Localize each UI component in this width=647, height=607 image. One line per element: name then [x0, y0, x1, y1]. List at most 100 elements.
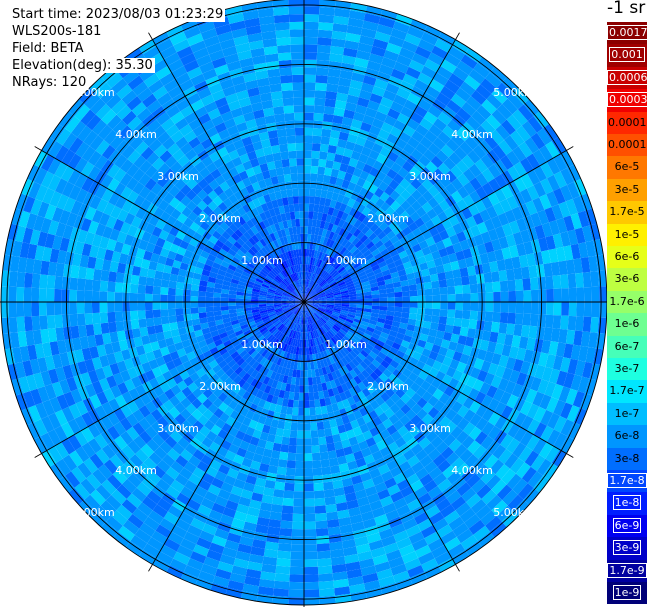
ppi-cell — [15, 193, 29, 211]
ppi-cell — [105, 375, 118, 389]
ppi-cell — [138, 239, 149, 251]
ppi-cell — [422, 320, 432, 329]
ppi-cell — [255, 232, 263, 241]
ppi-cell — [343, 484, 355, 495]
ppi-cell — [381, 57, 397, 69]
ppi-cell — [368, 350, 378, 360]
ppi-cell — [151, 59, 168, 74]
ppi-cell — [504, 453, 519, 469]
ppi-cell — [210, 582, 228, 595]
ppi-cell — [324, 167, 333, 177]
ppi-cell — [386, 364, 396, 374]
ppi-cell — [525, 388, 538, 404]
ppi-cell — [203, 378, 214, 389]
ppi-cell — [172, 236, 183, 247]
ppi-cell — [69, 313, 78, 327]
ppi-cell — [181, 339, 191, 349]
ppi-cell — [533, 111, 550, 129]
ppi-cell — [169, 350, 180, 361]
ppi-cell — [350, 419, 360, 430]
ppi-cell — [115, 272, 125, 283]
ppi-cell — [157, 392, 170, 405]
ppi-cell — [242, 177, 252, 188]
ppi-cell — [251, 306, 260, 311]
ppi-cell — [425, 161, 438, 174]
ppi-cell — [486, 149, 501, 164]
ppi-cell — [260, 455, 271, 466]
ppi-cell — [137, 302, 146, 311]
ppi-cell — [387, 297, 395, 302]
ppi-cell — [245, 426, 256, 437]
ppi-cell — [312, 282, 318, 290]
ppi-cell — [202, 68, 218, 81]
ppi-cell — [107, 411, 120, 426]
ppi-cell — [217, 31, 234, 43]
ppi-cell — [228, 294, 237, 299]
colorbar-label: 1.7e-9 — [607, 562, 647, 578]
ppi-cell — [253, 531, 268, 542]
ppi-cell — [167, 531, 184, 545]
ppi-cell — [473, 234, 485, 246]
colorbar-label: 0.0003 — [607, 92, 647, 108]
ppi-cell — [443, 433, 456, 447]
ppi-cell — [286, 286, 293, 293]
ppi-cell — [319, 299, 327, 302]
ppi-cell — [84, 494, 101, 511]
ppi-cell — [318, 14, 335, 24]
ppi-cell — [287, 452, 297, 461]
ppi-cell — [364, 302, 373, 306]
ppi-cell — [338, 315, 347, 321]
ppi-cell — [247, 87, 260, 98]
ppi-cell — [213, 310, 222, 317]
ppi-cell — [353, 335, 362, 343]
ppi-cell — [505, 234, 517, 248]
ring-label: 2.00km — [367, 380, 409, 393]
ppi-cell — [29, 229, 41, 246]
ppi-cell — [329, 268, 337, 276]
ppi-cell — [370, 390, 381, 401]
ppi-cell — [291, 180, 299, 189]
ppi-cell — [263, 244, 271, 253]
ppi-cell — [270, 315, 278, 321]
ppi-cell — [317, 307, 326, 312]
ppi-cell — [213, 378, 224, 388]
ppi-cell — [250, 47, 265, 58]
ppi-cell — [48, 141, 63, 159]
ppi-cell — [232, 393, 243, 404]
ppi-cell — [88, 438, 102, 454]
ppi-cell — [376, 153, 388, 165]
ppi-cell — [550, 328, 561, 343]
ppi-cell — [208, 325, 218, 333]
ppi-cell — [272, 338, 280, 347]
ppi-cell — [348, 506, 361, 517]
ppi-cell — [228, 290, 237, 295]
ppi-cell — [233, 271, 242, 278]
ppi-cell — [54, 409, 68, 426]
ppi-cell — [518, 446, 533, 463]
ppi-cell — [299, 287, 303, 295]
ppi-cell — [238, 496, 252, 507]
ppi-cell — [222, 317, 231, 324]
ppi-cell — [201, 119, 215, 132]
ppi-cell — [257, 415, 267, 425]
ppi-cell — [414, 45, 432, 60]
ppi-cell — [307, 308, 311, 316]
ppi-cell — [269, 457, 280, 467]
ppi-cell — [159, 441, 173, 454]
ppi-cell — [323, 324, 330, 332]
ppi-cell — [395, 230, 406, 241]
ppi-cell — [572, 196, 585, 214]
ppi-cell — [334, 322, 343, 329]
ppi-cell — [459, 81, 476, 96]
ppi-cell — [489, 521, 507, 538]
ppi-cell — [42, 188, 55, 205]
ppi-cell — [175, 295, 183, 302]
ppi-cell — [186, 178, 198, 190]
ppi-cell — [475, 417, 489, 432]
ppi-cell — [199, 358, 209, 369]
ppi-cell — [231, 274, 241, 281]
ppi-cell — [468, 69, 486, 85]
ppi-cell — [227, 100, 241, 112]
ppi-cell — [335, 417, 344, 427]
ppi-cell — [191, 318, 201, 326]
